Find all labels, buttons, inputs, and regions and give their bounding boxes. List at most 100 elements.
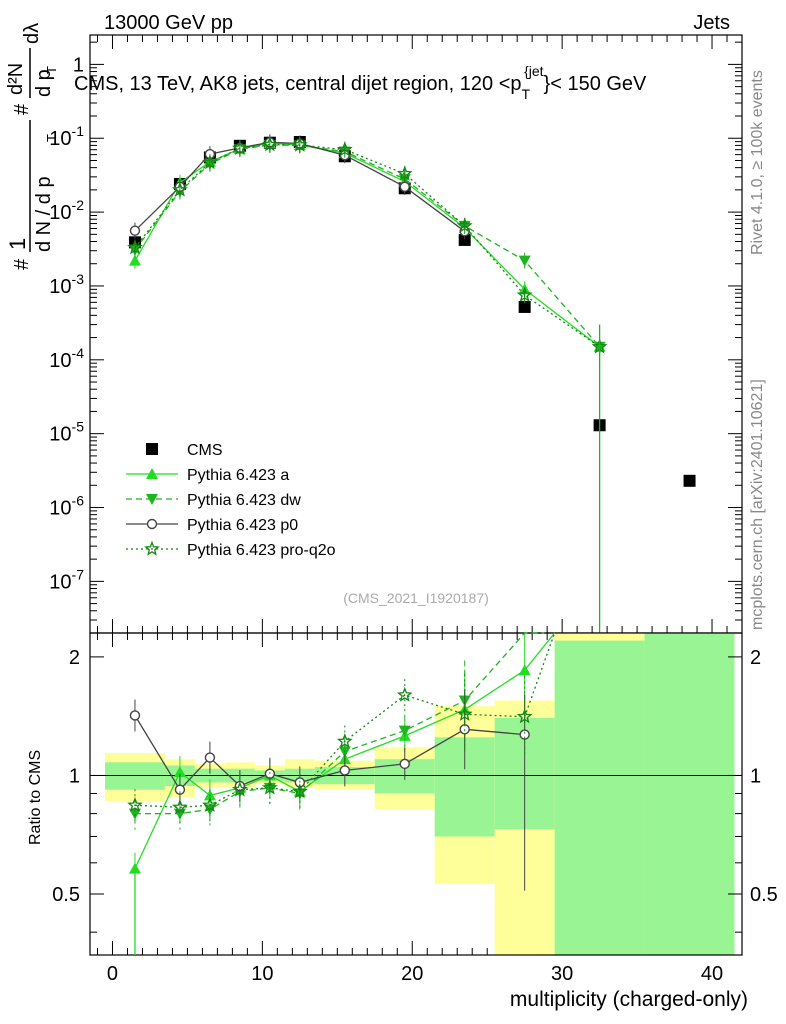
ratio-point-shape — [339, 765, 351, 776]
ratio-point — [173, 766, 186, 778]
legend-label: CMS — [187, 442, 223, 459]
ratio-frame — [89, 632, 743, 956]
ratio-point — [232, 781, 248, 797]
jets-label: Jets — [693, 12, 730, 34]
ratio-point-shape — [336, 733, 353, 749]
ratio-point-shape — [128, 862, 141, 874]
legend-marker-shape — [146, 443, 158, 455]
main-point-shape — [201, 154, 218, 170]
main-point-shape — [456, 217, 473, 233]
main-point — [128, 254, 141, 266]
main-series-1 — [128, 135, 606, 355]
legend-marker — [146, 443, 158, 455]
main-point — [292, 136, 308, 152]
ratio-series-line-2 — [134, 715, 525, 791]
ratio-point — [128, 808, 141, 820]
ratio-point — [261, 779, 278, 795]
ratio-y-tick-label-right: 0.5 — [750, 884, 778, 906]
main-point-shape — [262, 136, 278, 152]
main-point-shape — [516, 286, 533, 302]
ratio-point-shape — [261, 779, 278, 795]
legend-marker — [146, 518, 158, 530]
main-point — [336, 141, 353, 157]
ratio-point — [174, 784, 186, 795]
ratio-point — [399, 758, 410, 770]
energy-label: 13000 GeV pp — [104, 12, 233, 34]
main-point — [262, 136, 278, 152]
main-series-line-4 — [134, 143, 600, 348]
legend-marker-shape — [146, 518, 158, 530]
ratio-point — [336, 733, 353, 749]
legend-label: Pythia 6.423 dw — [187, 492, 301, 509]
legend-marker-shape — [146, 468, 158, 479]
ratio-point — [516, 708, 533, 724]
x-tick-label: 30 — [551, 963, 573, 985]
band-inner-10 — [554, 640, 645, 955]
main-series-line-1 — [134, 142, 600, 348]
ratio-y-tick-label: 0.5 — [52, 884, 80, 906]
main-point — [458, 233, 471, 246]
y-tick-label: 1 — [73, 54, 84, 76]
ratio-y-tick-label: 1 — [69, 765, 80, 787]
ratio-point-shape — [518, 664, 531, 676]
main-point-shape — [458, 233, 471, 246]
main-point-shape — [399, 181, 410, 193]
ratio-point-shape — [128, 808, 141, 820]
main-point — [231, 139, 248, 156]
ratio-y-tick-label-right: 1 — [750, 765, 761, 787]
ratio-point — [339, 765, 351, 776]
band-inner-11 — [644, 633, 735, 955]
ratio-point — [204, 752, 216, 763]
ratio-point-shape — [127, 797, 143, 812]
analysis-watermark: (CMS_2021_I1920187) — [343, 590, 489, 606]
y-tick-label: 10-5 — [49, 419, 84, 446]
legend: CMS Pythia 6.423 a Pythia 6.423 dw Pythia 6… — [126, 442, 336, 559]
rivet-label: Rivet 4.1.0, ≥ 100k events — [749, 70, 766, 255]
main-point — [399, 181, 410, 193]
legend-entry-1: Pythia 6.423 a — [126, 467, 289, 484]
legend-label: Pythia 6.423 a — [187, 467, 289, 484]
main-point — [456, 217, 473, 233]
ratio-y-tick-label-right: 2 — [750, 647, 761, 669]
ratio-panel: 0 10 20 30 40 0.5 0.5 1 1 2 2 — [52, 632, 778, 985]
ratio-point — [519, 729, 530, 740]
ratio-point-shape — [173, 766, 186, 778]
svg-text:d p: d p — [33, 69, 55, 97]
ratio-point — [129, 710, 141, 721]
y-tick-label: 10-1 — [49, 123, 84, 150]
legend-entry-3: Pythia 6.423 p0 — [126, 517, 298, 534]
ratio-point — [171, 798, 188, 815]
ratio-point-shape — [519, 729, 530, 740]
legend-marker — [144, 540, 160, 556]
legend-marker — [146, 468, 158, 479]
ratio-point-shape — [396, 686, 413, 702]
main-point-shape — [396, 165, 413, 181]
ratio-point — [396, 686, 413, 702]
legend-entry-4: Pythia 6.423 pro-q2o — [126, 540, 336, 559]
ratio-point-shape — [171, 798, 188, 815]
svg-text:d N / d p: d N / d p — [33, 176, 55, 252]
main-series-2 — [128, 137, 606, 355]
ratio-point-shape — [204, 752, 216, 763]
ratio-point — [291, 783, 308, 799]
y-tick-label: 10-3 — [49, 271, 84, 298]
legend-entry-0: CMS — [146, 442, 223, 459]
ratio-ylabel: Ratio to CMS — [27, 750, 44, 845]
main-point — [396, 165, 413, 181]
svg-text:T: T — [44, 66, 59, 74]
ratio-series-line-3 — [134, 632, 556, 808]
band-inner-0 — [104, 762, 165, 790]
x-tick-label: 10 — [251, 963, 273, 985]
legend-marker-shape — [146, 494, 158, 505]
ratio-y-tick-label: 2 — [69, 647, 80, 669]
mcplots-label: mcplots.cern.ch [arXiv:2401.10621] — [749, 379, 766, 630]
x-tick-label: 40 — [701, 963, 723, 985]
main-point — [129, 225, 141, 236]
main-series-line-2 — [134, 144, 601, 348]
ratio-point — [456, 706, 473, 721]
x-tick-label: 20 — [401, 963, 423, 985]
y-tick-label: 10-6 — [49, 493, 84, 520]
main-point — [518, 255, 531, 267]
main-title: CMS, 13 TeV, AK8 jets, central dijet reg… — [74, 63, 647, 102]
